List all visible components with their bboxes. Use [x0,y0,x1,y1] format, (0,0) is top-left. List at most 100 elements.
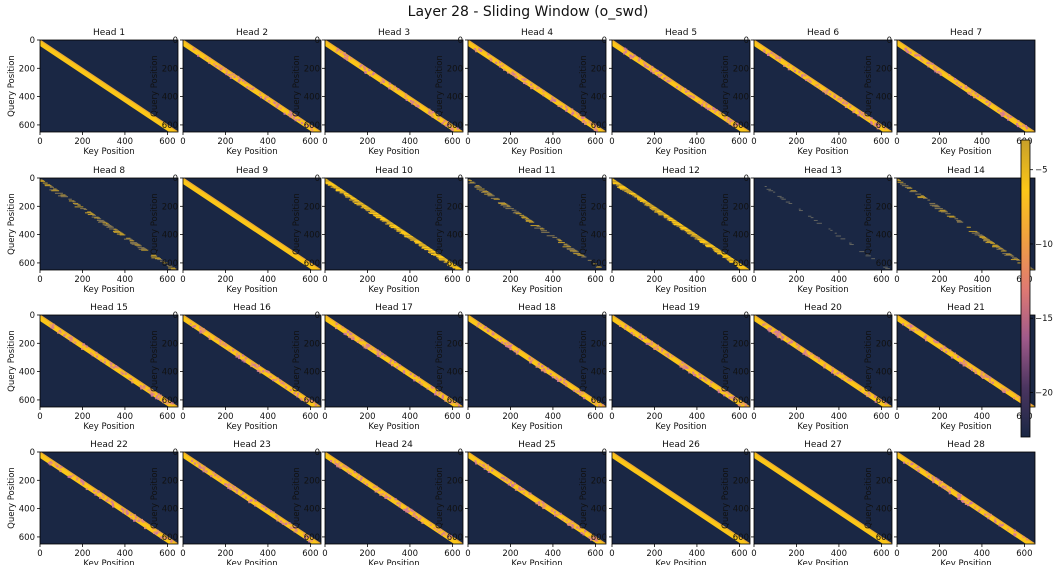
heatmap-cell [639,333,642,336]
heatmap-cell [744,404,747,407]
heatmap-cell [960,362,963,365]
heatmap-cell [849,105,852,108]
heatmap-cell [516,350,519,353]
x-tick-label: 0 [180,412,185,422]
heatmap-cell [388,87,391,90]
heatmap-cell [741,402,744,405]
heatmap-cell [803,351,806,354]
heatmap-cell [791,340,794,343]
heatmap-cell [638,335,641,339]
heatmap-cell [392,88,395,91]
heatmap-cell [483,326,486,330]
y-axis-label: Query Position [721,467,731,529]
attention-band [325,178,463,270]
diagonal-line [468,315,606,407]
heatmap-cell [398,505,401,508]
x-axis-label: Key Position [511,285,562,295]
heatmap-cell [290,113,293,116]
x-tick-label: 600 [1016,549,1032,559]
heatmap-cell [571,524,574,527]
heatmap-cell [449,125,452,128]
heatmap-cell [999,112,1002,115]
heatmap-cell [1013,529,1016,532]
heatmap-cell [450,128,453,131]
diagonal-line [897,315,1035,407]
attention-band [183,315,321,407]
heatmap-cell [296,395,299,398]
heatmap-cell [967,366,970,369]
heatmap-cell [522,78,525,81]
heatmap-cell [998,522,1002,526]
heatmap-cell [372,72,376,75]
heatmap-cell [682,367,685,370]
heatmap-cell [787,68,790,71]
heatmap-cell [560,105,563,108]
x-axis-label: Key Position [655,422,706,432]
x-tick-label: 200 [646,137,662,147]
y-axis-label: Query Position [7,193,17,255]
heatmap-cell [341,326,344,329]
heatmap-cell [805,78,808,82]
heatmap-cell [962,363,966,366]
heatmap-cell [864,117,867,120]
colorbar-gradient [1020,139,1031,438]
heatmap-cell [473,48,477,51]
heatmap-cell [914,54,917,57]
y-tick-label: 0 [458,174,463,184]
x-tick-label: 0 [609,275,614,285]
heatmap-cell [681,361,684,364]
panel-title: Head 19 [662,303,700,313]
x-tick-label: 400 [689,412,705,422]
heatmap-cell [232,73,235,76]
heatmap-cell [911,325,915,328]
x-tick-label: 200 [502,412,518,422]
heatmap-cell [143,385,146,388]
heatmap-cell [131,381,134,384]
y-tick-label: 400 [447,93,463,103]
heatmap-cell [487,470,490,473]
y-tick-label: 600 [19,259,35,269]
heatmap-cell [107,499,110,502]
heatmap-cell [133,514,136,517]
y-tick-label: 200 [162,339,178,349]
y-tick-label: 400 [876,231,892,241]
y-tick-label: 200 [733,202,749,212]
heatmap-cell [931,62,934,66]
heatmap-cell [515,75,519,79]
heatmap-cell [902,461,906,464]
heatmap-cell [487,330,490,333]
heatmap-cell [728,122,731,125]
heatmap-cell [475,50,478,53]
heatmap-cell [934,70,937,73]
diagonal-line [183,40,321,132]
heatmap-cell [418,381,421,384]
heatmap-cell [225,72,228,76]
heatmap-cell [418,518,421,521]
attention-band [40,315,178,407]
heatmap-cell [649,68,652,71]
heatmap-cell [440,533,444,536]
heatmap-cell [1000,387,1003,390]
heatmap-cell [254,504,257,507]
heatmap-cell [704,106,708,109]
heatmap-panel: Head 11 0 0 200 200 400 400 600 600 Key Position Q… [435,166,607,295]
x-tick-label: 0 [465,549,470,559]
heatmap-cell [376,352,379,355]
heatmap-cell [76,478,79,481]
panel-title: Head 26 [662,440,700,450]
heatmap-cell [293,526,296,529]
heatmap-cell [363,66,367,69]
heatmap-cell [111,502,114,505]
heatmap-cell [478,463,481,466]
x-tick-label: 400 [402,412,418,422]
y-tick-label: 200 [733,64,749,74]
heatmap-cell [120,507,124,510]
heatmap-cell [388,497,392,500]
heatmap-cell [350,57,353,60]
heatmap-cell [389,359,393,362]
axes-frame [753,451,893,545]
heatmap-panel: Head 6 0 0 200 200 400 400 600 600 Key Position Qu… [721,28,893,157]
y-tick-label: 200 [591,202,607,212]
heatmap-cell [229,76,232,79]
heatmap-cell [866,394,869,398]
